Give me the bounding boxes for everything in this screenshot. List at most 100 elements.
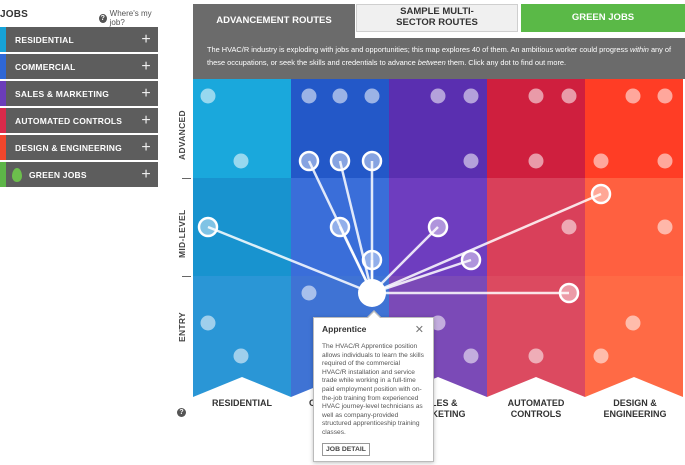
- category-green-jobs[interactable]: GREEN JOBS +: [0, 162, 158, 187]
- job-dot[interactable]: [332, 88, 348, 104]
- category-residential[interactable]: RESIDENTIAL +: [0, 27, 158, 52]
- job-dot[interactable]: [200, 88, 216, 104]
- job-dot-connected[interactable]: [329, 216, 351, 238]
- job-dot[interactable]: [593, 153, 609, 169]
- help-icon-wrap[interactable]: ?: [177, 401, 186, 419]
- route-line: [338, 160, 374, 294]
- expand-plus-icon[interactable]: +: [141, 30, 151, 48]
- route-line: [371, 192, 602, 295]
- job-dot[interactable]: [430, 88, 446, 104]
- intro-emphasis: within: [629, 45, 649, 54]
- intro-text: The HVAC/R industry is exploding with jo…: [193, 38, 685, 79]
- job-dot[interactable]: [561, 219, 577, 235]
- column-label-automated-controls: AUTOMATED CONTROLS: [507, 398, 565, 419]
- category-color-bar: [0, 108, 6, 133]
- category-design-engineering[interactable]: DESIGN & ENGINEERING +: [0, 135, 158, 160]
- column-notch: [585, 377, 683, 397]
- job-dots: [197, 88, 673, 364]
- job-dot[interactable]: [528, 88, 544, 104]
- tab-label: GREEN JOBS: [571, 11, 635, 23]
- job-dot-connected[interactable]: [361, 150, 383, 172]
- job-dot[interactable]: [657, 88, 673, 104]
- category-automated-controls[interactable]: AUTOMATED CONTROLS +: [0, 108, 158, 133]
- level-label-advanced: ADVANCED: [177, 110, 187, 160]
- intro-emphasis: between: [417, 58, 446, 67]
- job-dot-connected[interactable]: [329, 150, 351, 172]
- column-notch: [487, 377, 585, 397]
- job-dot[interactable]: [463, 88, 479, 104]
- level-divider-tick: [182, 178, 191, 179]
- level-label-mid-level: MID-LEVEL: [177, 209, 187, 258]
- expand-plus-icon[interactable]: +: [141, 84, 151, 102]
- category-color-bar: [0, 135, 6, 160]
- popup-title: Apprentice: [322, 324, 367, 334]
- job-dot[interactable]: [364, 88, 380, 104]
- category-color-bar: [0, 54, 6, 79]
- expand-plus-icon[interactable]: +: [141, 57, 151, 75]
- career-map: [193, 79, 683, 397]
- job-dot[interactable]: [625, 88, 641, 104]
- job-dot-selected[interactable]: [358, 279, 386, 307]
- job-dot[interactable]: [463, 153, 479, 169]
- category-label: AUTOMATED CONTROLS: [15, 115, 123, 126]
- job-dot-connected[interactable]: [298, 150, 320, 172]
- job-dot[interactable]: [561, 88, 577, 104]
- column-band: [585, 276, 683, 397]
- expand-plus-icon[interactable]: +: [141, 138, 151, 156]
- close-icon[interactable]: ✕: [414, 324, 424, 336]
- job-dot-connected[interactable]: [590, 183, 612, 205]
- job-dot[interactable]: [233, 153, 249, 169]
- job-dot[interactable]: [301, 88, 317, 104]
- job-dot-connected[interactable]: [460, 249, 482, 271]
- expand-plus-icon[interactable]: +: [141, 111, 151, 129]
- route-lines: [207, 160, 602, 295]
- category-label: DESIGN & ENGINEERING: [15, 142, 122, 153]
- tab-sample-multi-sector-routes[interactable]: SAMPLE MULTI-SECTOR ROUTES: [356, 4, 518, 32]
- job-dot[interactable]: [301, 285, 317, 301]
- tab-green-jobs[interactable]: GREEN JOBS: [521, 4, 685, 32]
- job-dot[interactable]: [233, 348, 249, 364]
- popup-body: The HVAC/R Apprentice position allows in…: [322, 343, 424, 436]
- help-icon: ?: [99, 13, 107, 23]
- job-dot-connected[interactable]: [427, 216, 449, 238]
- sidebar: JOBS ? Where's my job? RESIDENTIAL + COM…: [0, 0, 160, 200]
- tab-label: SAMPLE MULTI-SECTOR ROUTES: [396, 6, 478, 28]
- column-label-sales-marketing: SALES & MARKETING: [411, 398, 466, 419]
- job-dot[interactable]: [463, 348, 479, 364]
- job-dot[interactable]: [657, 153, 673, 169]
- category-color-bar: [0, 162, 6, 187]
- category-color-bar: [0, 81, 6, 106]
- category-label: SALES & MARKETING: [15, 88, 110, 99]
- category-commercial[interactable]: COMMERCIAL +: [0, 54, 158, 79]
- wheres-my-job-link[interactable]: ? Where's my job?: [99, 9, 160, 27]
- career-columns: [193, 79, 683, 397]
- job-dot[interactable]: [528, 153, 544, 169]
- column-label-residential: RESIDENTIAL: [211, 398, 272, 408]
- leaf-icon: [12, 167, 22, 182]
- job-popup: Apprentice ✕ The HVAC/R Apprentice posit…: [313, 310, 434, 462]
- job-dot-connected[interactable]: [558, 282, 580, 304]
- job-dot[interactable]: [528, 348, 544, 364]
- category-sales-marketing[interactable]: SALES & MARKETING +: [0, 81, 158, 106]
- help-icon: ?: [177, 408, 186, 417]
- tab-advancement-routes[interactable]: ADVANCEMENT ROUTES: [193, 4, 355, 38]
- job-dot[interactable]: [625, 315, 641, 331]
- job-dot[interactable]: [657, 219, 673, 235]
- job-dot[interactable]: [200, 315, 216, 331]
- category-label: RESIDENTIAL: [15, 34, 74, 45]
- expand-plus-icon[interactable]: +: [141, 165, 151, 183]
- tab-label: ADVANCEMENT ROUTES: [216, 14, 332, 26]
- column-label-design-engineering: DESIGN & ENGINEERING: [603, 398, 667, 419]
- route-line: [371, 226, 439, 294]
- job-dot[interactable]: [430, 315, 446, 331]
- job-detail-button[interactable]: JOB DETAIL: [322, 442, 370, 456]
- level-label-entry: ENTRY: [177, 312, 187, 342]
- job-dot[interactable]: [593, 348, 609, 364]
- column-band: [487, 276, 585, 397]
- job-dot-connected[interactable]: [361, 249, 383, 271]
- column-notch: [193, 377, 291, 397]
- sidebar-title: JOBS: [0, 9, 29, 20]
- category-label: GREEN JOBS: [29, 169, 87, 180]
- job-dot-connected[interactable]: [197, 216, 219, 238]
- column-band: [193, 276, 291, 397]
